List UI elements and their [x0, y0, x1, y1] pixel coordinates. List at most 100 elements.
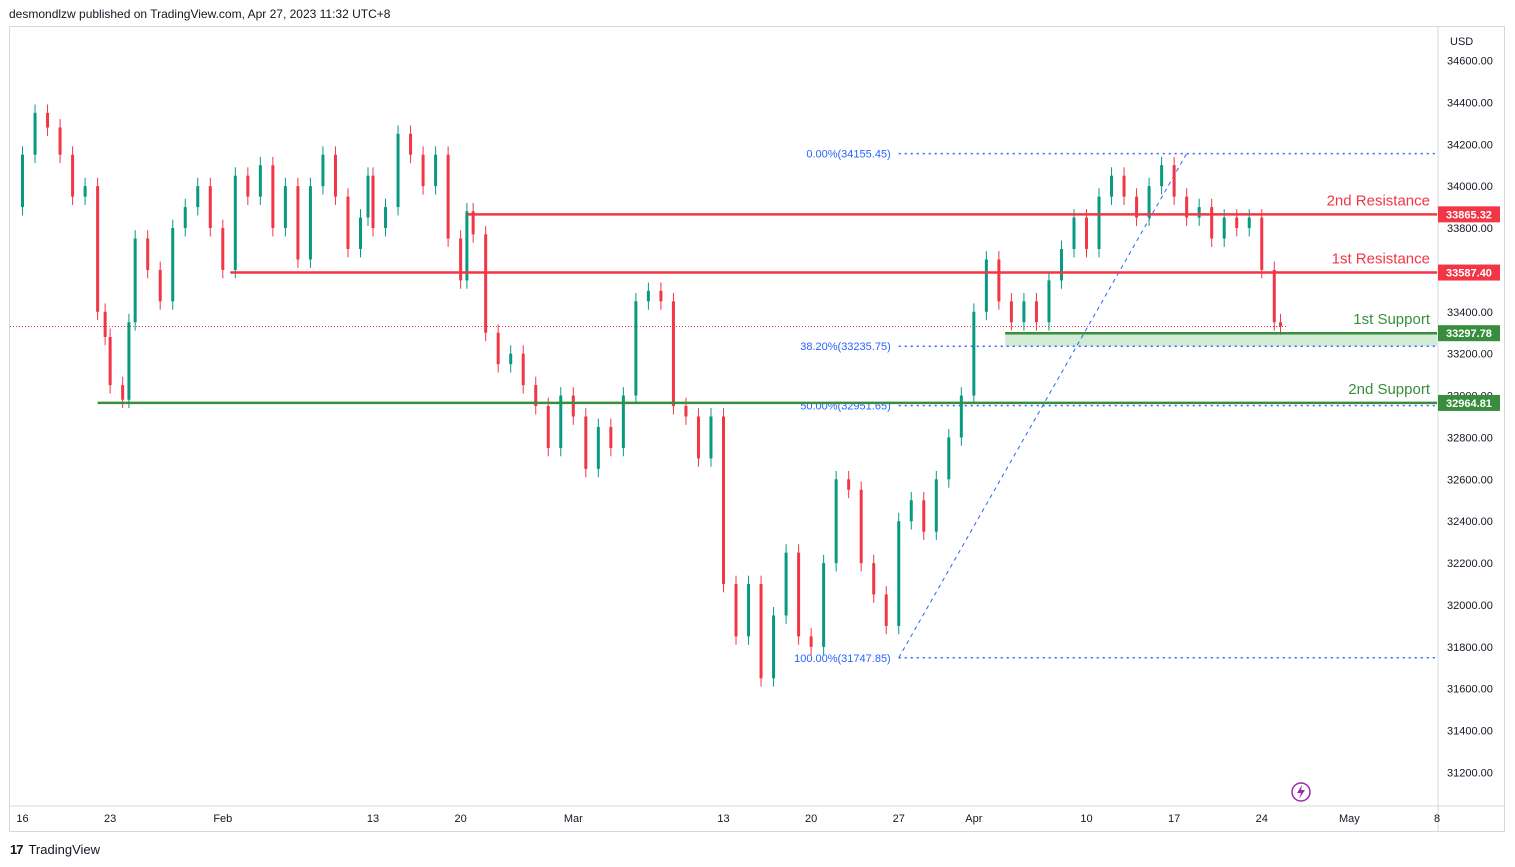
- candle-body: [684, 406, 688, 417]
- candle-body: [1210, 207, 1214, 239]
- y-tick-label: 32600.00: [1447, 474, 1493, 486]
- x-tick-label: Apr: [965, 813, 982, 825]
- candle-body: [1172, 165, 1176, 197]
- candle-body: [1272, 269, 1276, 323]
- candle-body: [1235, 217, 1239, 229]
- brand-name: TradingView: [28, 842, 101, 857]
- tradingview-logo-icon: 17: [10, 842, 24, 857]
- candle-body: [709, 416, 713, 459]
- candle-body: [83, 186, 87, 197]
- candle-body: [283, 186, 287, 229]
- candle-body: [58, 127, 62, 155]
- candle-body: [1059, 248, 1063, 281]
- level-price-label: 33297.78: [1446, 328, 1492, 340]
- candle-body: [183, 207, 187, 229]
- candle-body: [1072, 217, 1076, 249]
- candle-body: [1110, 175, 1114, 197]
- y-tick-label: 31800.00: [1447, 642, 1493, 654]
- candle-body: [96, 186, 100, 312]
- candle-body: [496, 332, 500, 365]
- candle-body: [46, 112, 50, 128]
- candle-body: [947, 437, 951, 480]
- x-tick-label: 17: [1168, 813, 1180, 825]
- y-tick-label: 34400.00: [1447, 97, 1493, 109]
- candle-body: [308, 186, 312, 260]
- candle-body: [797, 552, 801, 637]
- lightning-bolt-icon: [1297, 785, 1305, 799]
- candle-body: [1185, 196, 1189, 218]
- candle-body: [71, 154, 75, 197]
- candle-body: [459, 238, 463, 281]
- level-name: 1st Resistance: [1332, 251, 1430, 268]
- lightning-icon: [1291, 782, 1311, 802]
- candle-body: [121, 385, 125, 400]
- chart-frame: [9, 26, 1505, 832]
- candle-body: [127, 322, 131, 400]
- candle-body: [171, 228, 175, 302]
- candle-body: [872, 563, 876, 595]
- y-tick-label: 31600.00: [1447, 684, 1493, 696]
- candle-body: [233, 175, 237, 270]
- y-tick-label: 34200.00: [1447, 139, 1493, 151]
- candle-body: [834, 479, 838, 564]
- candle-body: [1022, 301, 1026, 323]
- level-name: 1st Support: [1353, 311, 1431, 328]
- candle-body: [371, 175, 375, 229]
- footer-brand[interactable]: 17 TradingView: [10, 842, 100, 857]
- level-name: 2nd Resistance: [1327, 192, 1430, 209]
- candle-body: [759, 584, 763, 679]
- x-tick-label: 20: [805, 813, 817, 825]
- candle-body: [1034, 301, 1038, 323]
- y-tick-label: 33400.00: [1447, 307, 1493, 319]
- candle-body: [584, 416, 588, 469]
- candle-body: [409, 133, 413, 155]
- y-tick-label: 32800.00: [1447, 432, 1493, 444]
- candle-body: [809, 636, 813, 647]
- level-price-tag: [1438, 206, 1500, 223]
- candle-body: [972, 311, 976, 396]
- candle-body: [434, 154, 438, 187]
- candle-body: [384, 207, 388, 229]
- x-tick-label: Mar: [564, 813, 583, 825]
- candle-body: [934, 479, 938, 532]
- x-tick-label: 10: [1080, 813, 1092, 825]
- y-tick-label: 31200.00: [1447, 767, 1493, 779]
- candle-body: [1085, 217, 1089, 249]
- x-tick-label: 13: [717, 813, 729, 825]
- candle-body: [221, 228, 225, 270]
- candle-body: [196, 186, 200, 208]
- candle-body: [509, 353, 513, 365]
- candle-body: [271, 165, 275, 229]
- candle-body: [1160, 165, 1164, 187]
- candle-body: [321, 154, 325, 187]
- candle-body: [333, 154, 337, 197]
- y-tick-label: 34600.00: [1447, 56, 1493, 68]
- candle-body: [33, 112, 37, 155]
- y-tick-label: 32000.00: [1447, 600, 1493, 612]
- candle-body: [521, 353, 525, 386]
- candle-body: [1009, 301, 1013, 323]
- candle-body: [534, 385, 538, 407]
- candle-body: [984, 259, 988, 312]
- x-tick-label: 23: [104, 813, 116, 825]
- level-price-tag: [1438, 325, 1500, 342]
- level-price-label: 33865.32: [1446, 209, 1492, 221]
- candle-body: [571, 395, 575, 417]
- candle-body: [659, 290, 663, 302]
- support-zone: [1005, 333, 1437, 347]
- candle-body: [246, 175, 250, 197]
- candle-body: [358, 217, 362, 249]
- x-tick-label: 24: [1256, 813, 1268, 825]
- candle-body: [772, 615, 776, 679]
- candle-body: [146, 238, 150, 270]
- candle-body: [465, 211, 469, 281]
- level-name: 2nd Support: [1348, 381, 1431, 398]
- candle-body: [1135, 196, 1139, 218]
- y-tick-label: 32400.00: [1447, 516, 1493, 528]
- candle-body: [296, 186, 300, 260]
- candle-body: [546, 406, 550, 448]
- candle-body: [696, 416, 700, 459]
- fib-level-label: 0.00%(34155.45): [806, 149, 890, 161]
- candle-body: [103, 311, 107, 337]
